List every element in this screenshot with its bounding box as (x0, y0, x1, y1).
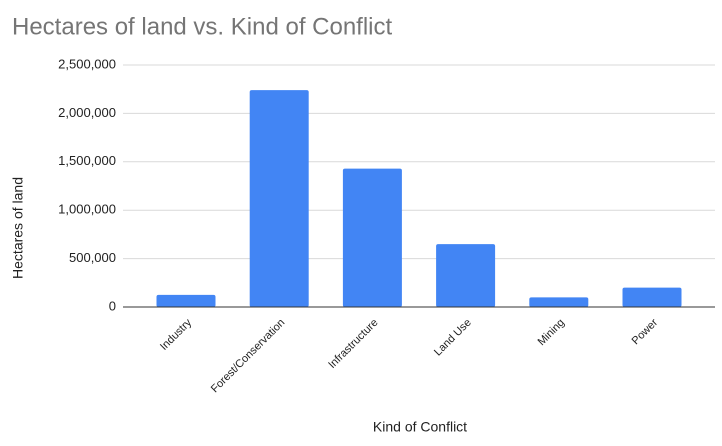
y-tick-label: 0 (109, 298, 116, 313)
bar (622, 287, 682, 307)
bar (156, 294, 216, 307)
bar (342, 168, 402, 307)
y-tick-label: 1,500,000 (58, 153, 116, 168)
chart-title: Hectares of land vs. Kind of Conflict (12, 13, 393, 40)
y-axis-title: Hectares of land (10, 177, 26, 279)
bar (436, 244, 496, 307)
bar (249, 90, 309, 307)
y-tick-label: 2,000,000 (58, 105, 116, 120)
bar (529, 297, 589, 307)
x-axis-title: Kind of Conflict (373, 419, 467, 435)
y-tick-label: 500,000 (69, 250, 116, 265)
y-tick-label: 1,000,000 (58, 202, 116, 217)
y-tick-label: 2,500,000 (58, 56, 116, 71)
